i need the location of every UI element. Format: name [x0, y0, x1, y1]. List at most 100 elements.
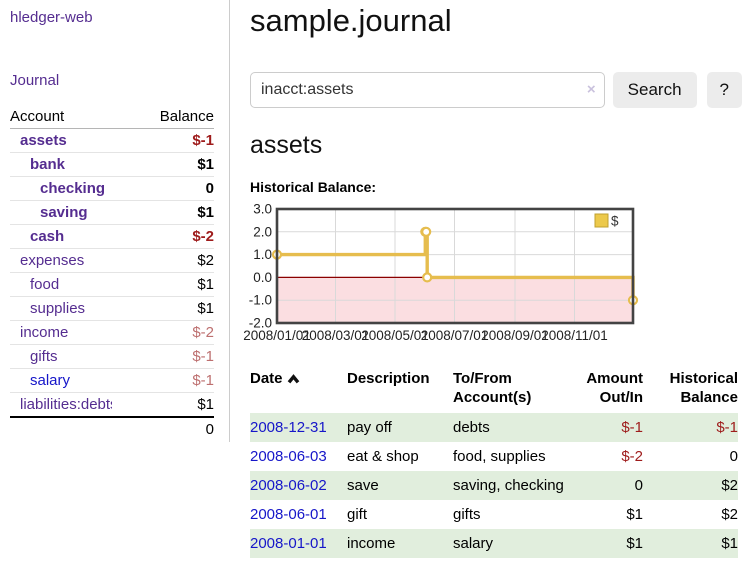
register-body: 2008-12-31pay offdebts$-1$-12008-06-03ea…	[250, 413, 738, 558]
register-header-amount: Amount Out/In	[581, 369, 643, 413]
transaction-row: 2008-12-31pay offdebts$-1$-1	[250, 413, 738, 442]
transaction-amount: $1	[581, 529, 643, 558]
account-link-saving[interactable]: saving	[40, 204, 88, 221]
accounts-header-row: Account Balance	[10, 105, 214, 129]
transaction-amount: $1	[581, 500, 643, 529]
chart-svg: $3.02.01.00.0-1.0-2.02008/01/012008/03/0…	[250, 207, 640, 345]
account-balance: $1	[112, 153, 214, 177]
transaction-amount: $-2	[581, 442, 643, 471]
transaction-date-link[interactable]: 2008-01-01	[250, 535, 327, 552]
data-point	[422, 228, 430, 236]
transaction-row: 2008-06-01giftgifts$1$2	[250, 500, 738, 529]
accounts-header-account: Account	[10, 105, 112, 129]
account-balance: $-2	[112, 321, 214, 345]
account-row: expenses $2	[10, 249, 214, 273]
sidebar-item-journal[interactable]: Journal	[10, 72, 230, 89]
search-input[interactable]	[250, 72, 605, 108]
transaction-amount: $-1	[581, 413, 643, 442]
transaction-description: pay off	[347, 413, 453, 442]
account-link-liabilities-debts[interactable]: liabilities:debts	[20, 396, 112, 413]
transaction-description: eat & shop	[347, 442, 453, 471]
transaction-balance: $2	[643, 471, 738, 500]
transaction-balance: 0	[643, 442, 738, 471]
hledger-web-app: hledger-web Journal Account Balance asse…	[0, 0, 742, 558]
svg-text:2008/03/01: 2008/03/01	[302, 328, 370, 343]
accounts-total-value: 0	[112, 417, 214, 441]
svg-text:2008/11/01: 2008/11/01	[541, 328, 608, 343]
account-row: salary $-1	[10, 369, 214, 393]
account-row: liabilities:debts$1	[10, 393, 214, 418]
accounts-table: Account Balance assets$-1bank$1checking0…	[10, 105, 214, 441]
svg-text:3.0: 3.0	[253, 202, 272, 217]
svg-text:0.0: 0.0	[253, 270, 272, 285]
legend-label: $	[611, 214, 619, 229]
transaction-row: 2008-06-02savesaving, checking0$2	[250, 471, 738, 500]
transaction-date-link[interactable]: 2008-06-03	[250, 448, 327, 465]
svg-text:1.0: 1.0	[253, 247, 272, 262]
transaction-row: 2008-06-03 eat & shopfood, supplies$-20	[250, 442, 738, 471]
register-header-balance: Historical Balance	[643, 369, 738, 413]
register-header-date-label: Date	[250, 370, 283, 387]
register-table: Date Description To/From Account(s) Amou…	[250, 369, 738, 558]
transaction-description: gift	[347, 500, 453, 529]
transaction-accounts: salary	[453, 529, 581, 558]
transaction-row: 2008-01-01incomesalary$1$1	[250, 529, 738, 558]
main-content: sample.journal × Search ? assets Histori…	[230, 0, 742, 558]
transaction-date-link[interactable]: 2008-06-02	[250, 477, 327, 494]
transaction-date-link[interactable]: 2008-06-01	[250, 506, 327, 523]
search-form: × Search ?	[250, 72, 742, 108]
register-header-row: Date Description To/From Account(s) Amou…	[250, 369, 738, 413]
svg-text:2008/09/01: 2008/09/01	[481, 328, 549, 343]
accounts-total-row: 0	[10, 417, 214, 441]
account-link-expenses[interactable]: expenses	[20, 252, 84, 269]
account-link-checking[interactable]: checking	[40, 180, 105, 197]
transaction-accounts: food, supplies	[453, 442, 581, 471]
account-balance: 0	[112, 177, 214, 201]
register-header-accounts: To/From Account(s)	[453, 369, 581, 413]
register-header-description: Description	[347, 369, 453, 413]
account-row: checking 0	[10, 177, 214, 201]
account-balance: $2	[112, 249, 214, 273]
transaction-balance: $1	[643, 529, 738, 558]
account-row: bank $1	[10, 153, 214, 177]
legend-swatch	[595, 214, 608, 227]
account-link-assets[interactable]: assets	[20, 132, 67, 149]
account-link-gifts[interactable]: gifts	[30, 348, 58, 365]
account-link-salary[interactable]: salary	[30, 372, 70, 389]
page-title: sample.journal	[250, 3, 742, 39]
svg-text:-1.0: -1.0	[249, 293, 272, 308]
account-link-supplies[interactable]: supplies	[30, 300, 85, 317]
account-balance: $-1	[112, 369, 214, 393]
chart-title: Historical Balance:	[250, 179, 742, 195]
search-button[interactable]: Search	[613, 72, 697, 108]
search-help-button[interactable]: ?	[707, 72, 742, 108]
transaction-accounts: debts	[453, 413, 581, 442]
transaction-date-link[interactable]: 2008-12-31	[250, 419, 327, 436]
account-row: supplies $1	[10, 297, 214, 321]
account-row: cash$-2	[10, 225, 214, 249]
account-row: food $1	[10, 273, 214, 297]
register-header-date[interactable]: Date	[250, 369, 347, 413]
account-balance: $1	[112, 297, 214, 321]
account-heading: assets	[250, 131, 742, 160]
data-point	[423, 273, 431, 281]
account-link-cash[interactable]: cash	[30, 228, 64, 245]
clear-search-icon[interactable]: ×	[587, 81, 596, 99]
account-link-income[interactable]: income	[20, 324, 68, 341]
brand-link[interactable]: hledger-web	[10, 9, 93, 26]
account-link-food[interactable]: food	[30, 276, 59, 293]
account-row: assets$-1	[10, 129, 214, 153]
transaction-amount: 0	[581, 471, 643, 500]
svg-text:2008/05/01: 2008/05/01	[361, 328, 429, 343]
svg-text:2008/01/01: 2008/01/01	[243, 328, 311, 343]
svg-text:2.0: 2.0	[253, 224, 272, 239]
account-balance: $-1	[112, 345, 214, 369]
accounts-header-balance: Balance	[112, 105, 214, 129]
sort-ascending-icon	[287, 370, 300, 389]
svg-text:2008/07/01: 2008/07/01	[421, 328, 489, 343]
account-balance: $1	[112, 393, 214, 418]
transaction-balance: $-1	[643, 413, 738, 442]
transaction-accounts: saving, checking	[453, 471, 581, 500]
account-balance: $1	[112, 273, 214, 297]
account-link-bank[interactable]: bank	[30, 156, 65, 173]
